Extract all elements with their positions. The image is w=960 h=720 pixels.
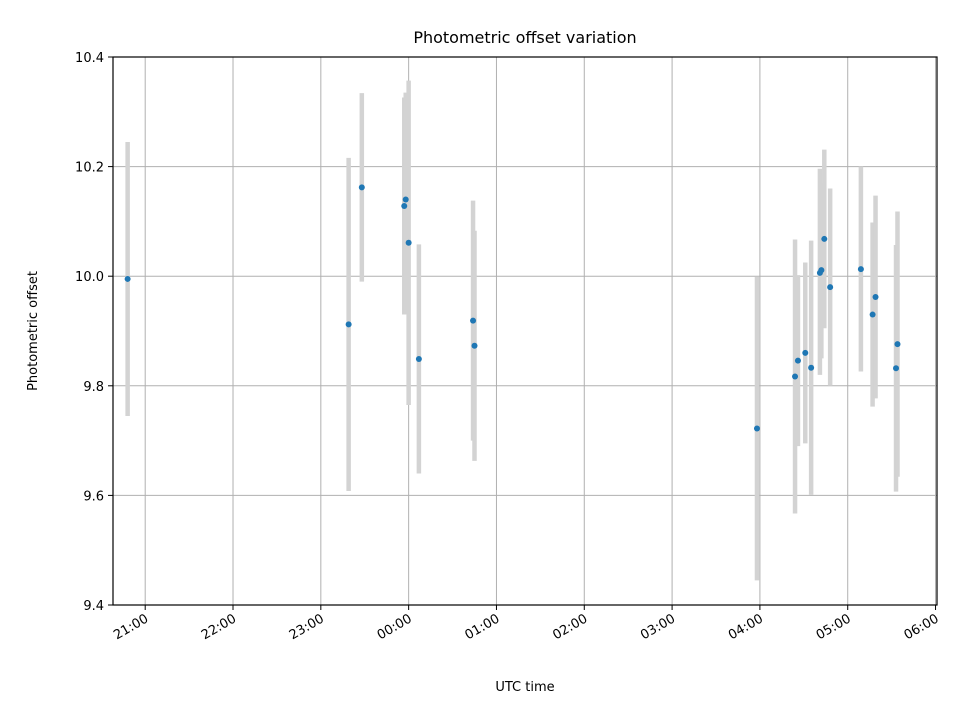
y-tick-label: 9.8 bbox=[83, 380, 104, 395]
plot-area bbox=[113, 57, 937, 605]
y-tick-label: 10.0 bbox=[75, 270, 104, 285]
plot-frame bbox=[112, 56, 938, 606]
data-point bbox=[405, 239, 412, 246]
data-point bbox=[471, 342, 478, 349]
data-point bbox=[821, 235, 828, 242]
chart-title: Photometric offset variation bbox=[413, 28, 636, 47]
y-axis-label: Photometric offset bbox=[26, 271, 41, 391]
data-point bbox=[869, 311, 876, 318]
data-point bbox=[872, 294, 879, 301]
data-point bbox=[470, 317, 477, 324]
x-axis-label: UTC time bbox=[495, 680, 554, 695]
data-point bbox=[894, 341, 901, 348]
data-point bbox=[802, 349, 809, 356]
data-point bbox=[402, 196, 409, 203]
data-point bbox=[401, 203, 408, 210]
y-tick-label: 10.2 bbox=[75, 161, 104, 176]
data-point bbox=[753, 425, 760, 432]
data-point bbox=[808, 364, 815, 371]
y-axis-ticks: 9.4 9.6 9.8 10.0 10.2 10.4 bbox=[75, 51, 113, 614]
data-point bbox=[124, 275, 131, 282]
data-point bbox=[792, 373, 799, 380]
y-tick-label: 9.6 bbox=[83, 489, 104, 504]
data-point bbox=[358, 184, 365, 191]
data-point bbox=[345, 321, 352, 328]
y-tick-label: 10.4 bbox=[75, 51, 104, 66]
data-point bbox=[857, 266, 864, 273]
data-point bbox=[794, 357, 801, 364]
data-point bbox=[818, 267, 825, 274]
data-point bbox=[415, 355, 422, 362]
data-points bbox=[124, 184, 901, 432]
data-point bbox=[893, 365, 900, 372]
y-tick-label: 9.4 bbox=[83, 599, 104, 614]
data-point bbox=[827, 284, 834, 291]
